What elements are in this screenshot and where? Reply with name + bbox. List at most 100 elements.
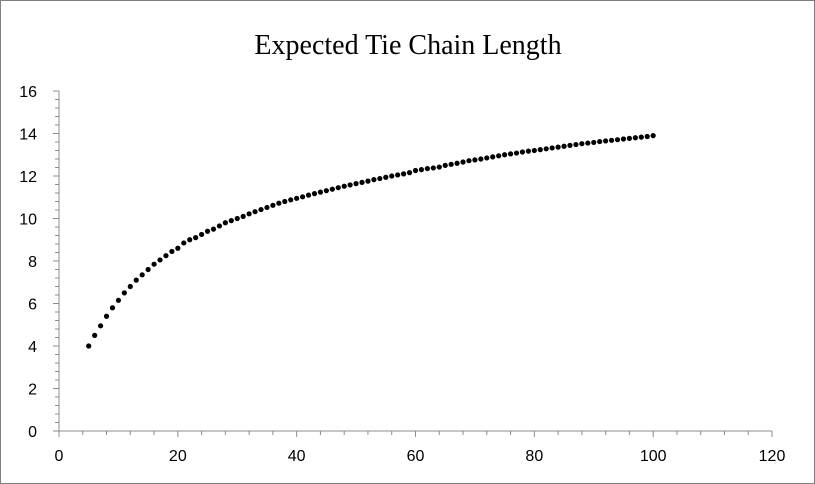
data-point bbox=[401, 171, 407, 177]
data-point bbox=[329, 186, 335, 192]
y-tick-label: 12 bbox=[19, 169, 37, 186]
data-point bbox=[157, 257, 163, 263]
y-tick-label: 8 bbox=[28, 254, 37, 271]
data-point bbox=[395, 172, 401, 178]
data-point bbox=[567, 142, 573, 148]
data-point bbox=[525, 148, 531, 154]
x-tick-label: 100 bbox=[640, 448, 667, 465]
data-point bbox=[513, 150, 520, 156]
data-point bbox=[109, 305, 116, 311]
data-point bbox=[377, 175, 383, 182]
data-point bbox=[424, 165, 430, 172]
data-point bbox=[347, 182, 353, 188]
data-point bbox=[317, 189, 324, 195]
data-point bbox=[442, 162, 448, 168]
axes bbox=[58, 91, 772, 432]
data-point bbox=[97, 323, 104, 329]
data-point bbox=[519, 149, 526, 155]
data-point bbox=[133, 277, 139, 283]
data-point bbox=[270, 202, 276, 208]
data-point bbox=[169, 248, 175, 255]
data-point bbox=[638, 134, 644, 140]
data-point bbox=[175, 245, 181, 251]
data-point bbox=[561, 143, 567, 149]
data-point bbox=[650, 133, 656, 139]
data-point bbox=[484, 155, 490, 161]
data-point bbox=[216, 223, 223, 229]
data-point bbox=[359, 179, 365, 185]
data-point bbox=[448, 161, 454, 167]
x-tick-label: 120 bbox=[759, 448, 786, 465]
data-point bbox=[294, 195, 300, 201]
data-point bbox=[466, 158, 472, 164]
data-point bbox=[412, 167, 419, 174]
x-tick-label: 0 bbox=[55, 448, 64, 465]
data-point bbox=[282, 198, 288, 205]
data-point bbox=[454, 160, 460, 166]
tick-labels: 0 2 4 6 8 10 12 14 16 0 20 40 60 80 100 120 bbox=[19, 84, 785, 465]
data-point bbox=[472, 157, 478, 163]
data-point bbox=[632, 135, 638, 141]
data-point bbox=[139, 272, 145, 278]
y-tick-label: 16 bbox=[19, 84, 37, 101]
data-point bbox=[620, 136, 627, 142]
data-point bbox=[644, 133, 650, 140]
data-point bbox=[579, 141, 585, 147]
data-point bbox=[608, 137, 615, 143]
ticks bbox=[53, 90, 773, 437]
data-point bbox=[258, 206, 264, 213]
data-point bbox=[204, 228, 211, 234]
data-point bbox=[335, 185, 341, 191]
data-point bbox=[264, 204, 270, 211]
data-point bbox=[365, 178, 371, 184]
y-tick-label: 10 bbox=[19, 212, 37, 229]
data-point bbox=[353, 181, 359, 187]
data-point bbox=[115, 297, 122, 303]
data-point bbox=[246, 211, 252, 217]
data-point bbox=[549, 145, 555, 151]
data-point bbox=[181, 240, 187, 246]
y-tick-label: 6 bbox=[28, 297, 37, 314]
data-point bbox=[502, 152, 508, 158]
data-point bbox=[228, 218, 234, 224]
data-point bbox=[210, 226, 217, 232]
data-point bbox=[151, 261, 157, 267]
data-point bbox=[389, 173, 395, 179]
x-tick-label: 60 bbox=[407, 448, 425, 465]
data-point bbox=[86, 343, 92, 349]
data-point bbox=[626, 135, 633, 141]
data-point bbox=[383, 174, 389, 180]
x-tick-label: 20 bbox=[169, 448, 187, 465]
data-point bbox=[406, 170, 413, 176]
y-tick-label: 2 bbox=[28, 382, 37, 399]
data-point bbox=[145, 266, 151, 273]
data-point bbox=[323, 188, 329, 194]
data-point bbox=[199, 231, 205, 238]
y-tick-label: 0 bbox=[28, 424, 37, 441]
data-point bbox=[127, 283, 133, 290]
data-point bbox=[531, 147, 537, 154]
data-points bbox=[86, 133, 656, 349]
x-tick-label: 80 bbox=[525, 448, 543, 465]
data-point bbox=[234, 215, 240, 222]
y-tick-label: 14 bbox=[19, 127, 37, 144]
data-point bbox=[591, 139, 597, 146]
data-point bbox=[187, 237, 193, 243]
data-point bbox=[300, 194, 306, 200]
data-point bbox=[341, 183, 347, 189]
x-tick-label: 40 bbox=[288, 448, 306, 465]
data-point bbox=[92, 332, 98, 338]
y-tick-label: 4 bbox=[28, 339, 37, 356]
data-point bbox=[614, 137, 621, 143]
data-point bbox=[240, 213, 246, 219]
data-point bbox=[371, 177, 377, 183]
data-point bbox=[460, 159, 466, 165]
data-point bbox=[193, 235, 199, 241]
data-point bbox=[555, 144, 561, 150]
data-point bbox=[288, 197, 294, 203]
data-point bbox=[311, 191, 318, 197]
data-point bbox=[537, 147, 543, 153]
data-point bbox=[436, 164, 442, 170]
data-point bbox=[543, 146, 549, 152]
